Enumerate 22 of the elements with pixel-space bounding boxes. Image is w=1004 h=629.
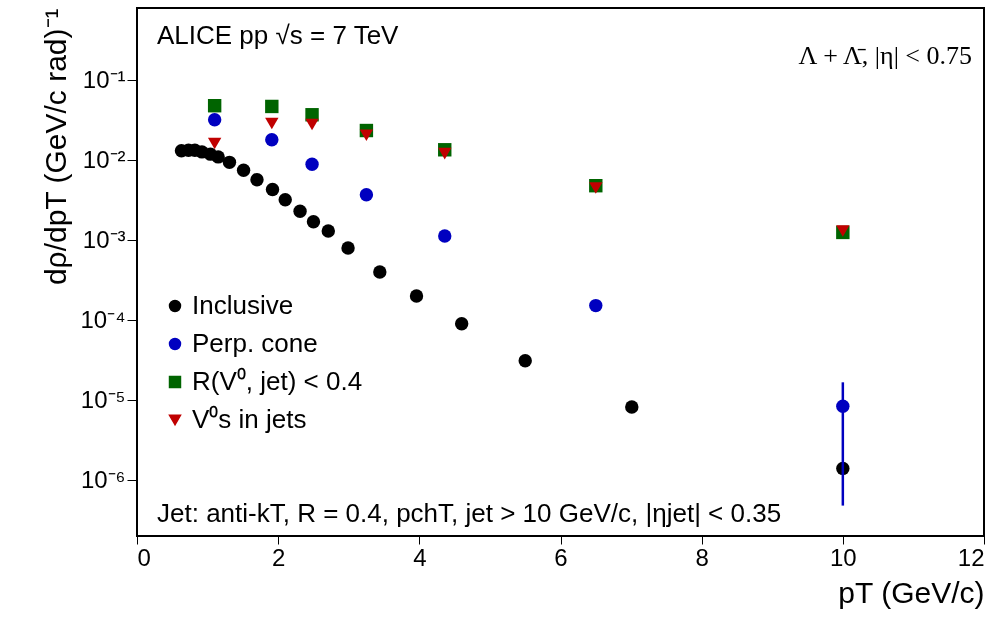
x-tick-label: 12 xyxy=(957,543,985,571)
x-tick-label: 10 xyxy=(829,543,857,571)
y-tick-label: 10⁻² xyxy=(82,145,126,173)
x-tick-label: 0 xyxy=(137,543,151,571)
annotation: Λ + Λ̄, |η| < 0.75 xyxy=(798,41,972,70)
y-axis-title: dρ/dpT (GeV/c rad)⁻¹ xyxy=(39,8,73,286)
x-tick-label: 2 xyxy=(271,543,286,571)
y-tick-label: 10⁻³ xyxy=(82,225,126,253)
legend-label: Perp. cone xyxy=(192,328,318,358)
x-tick-label: 4 xyxy=(413,543,427,571)
annotation: ALICE pp √s = 7 TeV xyxy=(157,20,400,50)
annotation: Jet: anti-kT, R = 0.4, pchT, jet > 10 GeV/c, |ηjet| < 0.35 xyxy=(157,498,782,528)
legend-label: R(V⁰, jet) < 0.4 xyxy=(192,366,363,396)
legend-label: V⁰s in jets xyxy=(192,404,307,434)
y-tick-label: 10⁻⁵ xyxy=(80,385,126,413)
y-tick-label: 10⁻¹ xyxy=(82,65,126,93)
x-tick-label: 6 xyxy=(554,543,568,571)
y-tick-label: 10⁻⁶ xyxy=(80,465,126,493)
x-axis-title: pT (GeV/c) xyxy=(838,575,985,609)
x-tick-label: 8 xyxy=(695,543,709,571)
legend-label: Inclusive xyxy=(192,290,294,320)
y-tick-label: 10⁻⁴ xyxy=(80,305,126,333)
